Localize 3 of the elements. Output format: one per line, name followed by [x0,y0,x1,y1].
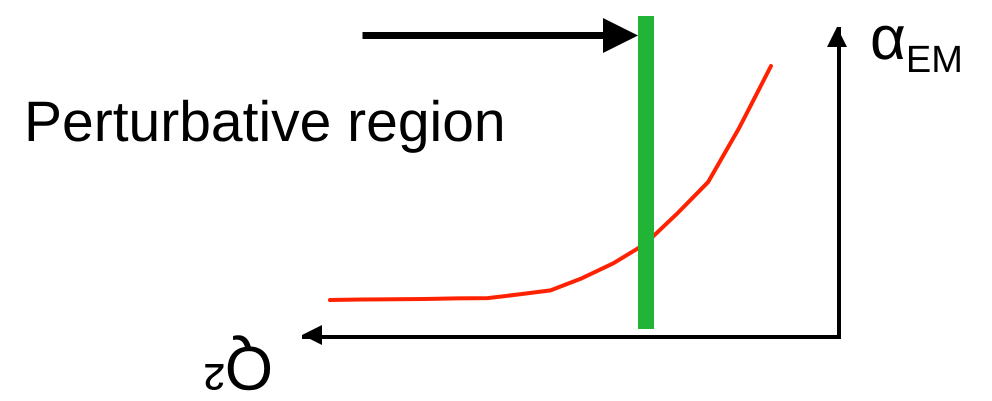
x-axis-title: Q² [204,333,273,401]
y-axis-title: α$_{EM}$ [870,4,963,82]
annotation: Perturbative region [24,90,506,154]
